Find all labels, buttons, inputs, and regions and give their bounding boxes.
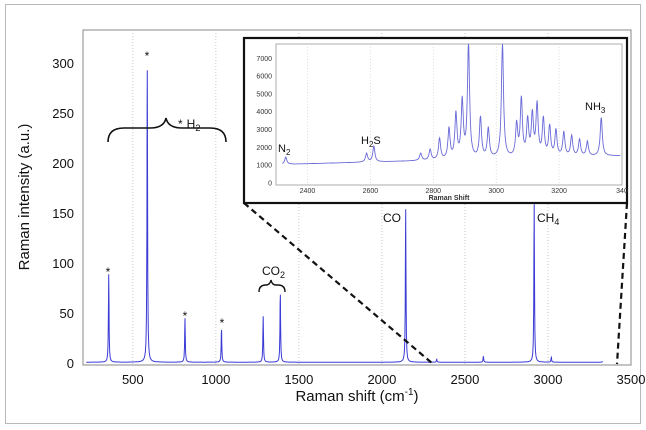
inset-y-tick-label: 5000	[256, 91, 272, 98]
inset-y-tick-labels: 0 1000 2000 3000 4000 5000 6000 7000	[256, 56, 272, 188]
main-y-tick-label: 0	[67, 356, 74, 371]
main-y-tick-label: 250	[52, 106, 74, 121]
inset-gridlines	[307, 44, 560, 185]
main-y-tick-label: 50	[60, 306, 74, 321]
main-x-tick-label: 3000	[534, 372, 563, 387]
inset-y-tick-label: 6000	[256, 74, 272, 81]
main-y-tick-label: 100	[52, 256, 74, 271]
zoom-line-right	[615, 202, 629, 365]
h2-star-355: *	[106, 265, 111, 279]
inset-x-tick-label: 2600	[363, 188, 379, 195]
inset-x-tick-labels: 2400 2600 2800 3000 3200 340	[300, 188, 628, 195]
main-plot-frame	[82, 29, 632, 366]
inset-x-tick-label: 2800	[425, 188, 441, 195]
main-x-tick-label: 500	[122, 372, 144, 387]
co2-brace	[258, 279, 286, 293]
main-x-tick-labels: 500 1000 1500 2000 2500 3000 3500	[122, 372, 645, 387]
h2-star-1034: *	[220, 316, 225, 330]
h2s-label: H2S	[361, 135, 381, 149]
inset-y-tick-label: 1000	[256, 163, 272, 170]
inset-y-tick-label: 0	[268, 181, 272, 188]
inset-x-tick-label: 340	[616, 188, 628, 195]
main-x-tick-label: 2500	[450, 372, 479, 387]
main-x-tick-label: 1000	[201, 372, 230, 387]
inset-spectrum-line	[282, 43, 621, 165]
inset-plot-area	[275, 43, 623, 186]
y-axis-label: Raman intensity (a.u.)	[16, 124, 33, 271]
main-x-tick-label: 3500	[617, 372, 646, 387]
nh3-label: NH3	[585, 101, 606, 115]
main-x-tick-label: 1500	[284, 372, 313, 387]
inset-x-tick-label: 3200	[551, 188, 567, 195]
inset-y-tick-label: 2000	[256, 145, 272, 152]
main-y-tick-label: 150	[52, 206, 74, 221]
inset-x-tick-label: 2400	[300, 188, 316, 195]
main-x-tick-label: 2000	[367, 372, 396, 387]
inset-x-tick-label: 3000	[488, 188, 504, 195]
co-label: CO	[383, 211, 401, 225]
inset-y-tick-label: 3000	[256, 127, 272, 134]
zoom-line-left	[243, 202, 434, 365]
main-spectrum-line	[86, 70, 604, 363]
main-y-tick-labels: 0 50 100 150 200 250 300	[52, 56, 74, 371]
inset-x-axis-label: Raman Shift	[429, 195, 471, 202]
inset-y-tick-label: 7000	[256, 56, 272, 63]
inset-y-tick-label: 4000	[256, 109, 272, 116]
inset-chart: 0 1000 2000 3000 4000 5000 6000 7000 2400 2600 28…	[242, 36, 629, 205]
main-gridlines	[132, 30, 549, 365]
h2-star-814: *	[183, 309, 188, 323]
main-y-tick-label: 200	[52, 156, 74, 171]
ch4-label: CH4	[537, 211, 559, 227]
n2-label: N2	[278, 143, 291, 157]
inset-frame	[242, 36, 629, 205]
h2-brace	[107, 117, 227, 143]
h2-star-587: *	[145, 49, 150, 63]
main-y-tick-label: 300	[52, 56, 74, 71]
x-axis-label: Raman shift (cm-1)	[295, 387, 418, 405]
co2-label: CO2	[262, 264, 285, 280]
h2-group-label: * H2	[178, 117, 200, 133]
